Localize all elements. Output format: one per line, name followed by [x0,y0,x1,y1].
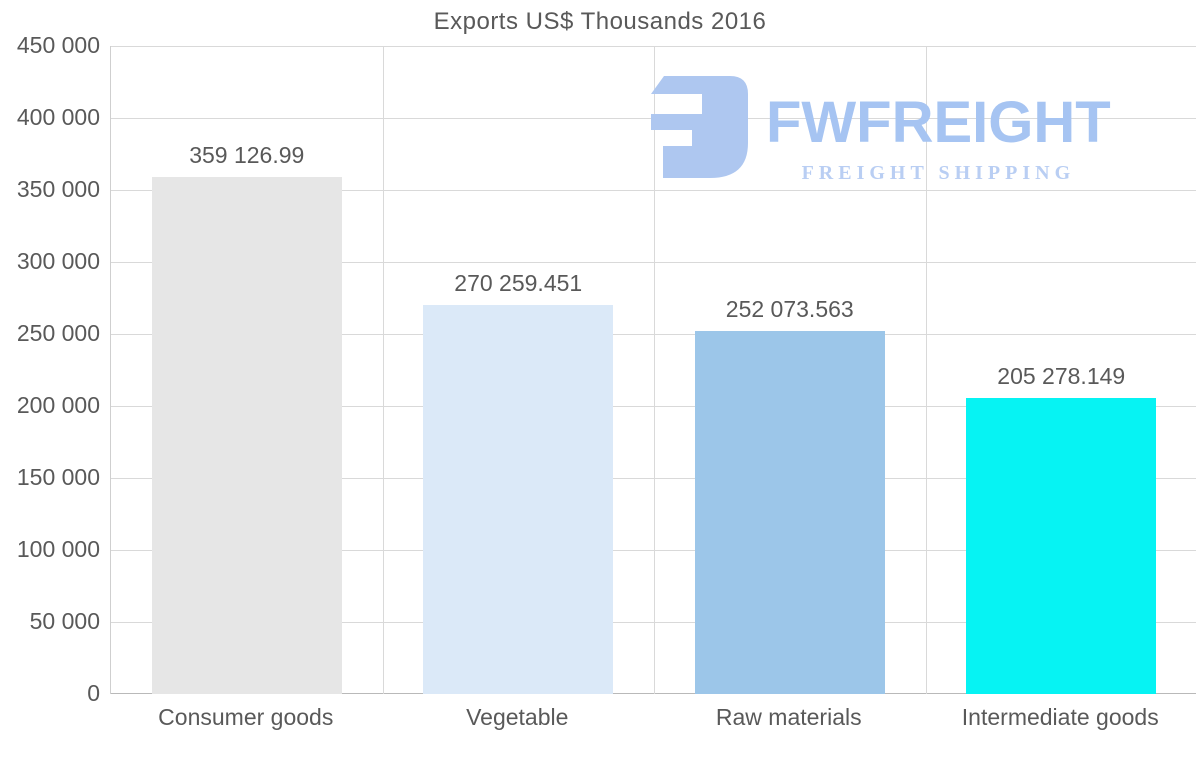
fwfreight-logo-icon [651,76,748,178]
bar-raw-materials [694,331,885,694]
x-tick-label-consumer-goods: Consumer goods [158,704,334,730]
y-tick-label: 100 000 [16,536,100,562]
y-tick-label: 200 000 [16,392,100,418]
y-tick-label: 150 000 [16,464,100,490]
watermark-text: FWFREIGHT FREIGHT SHIPPING [766,66,1111,185]
x-tick-label-vegetable: Vegetable [466,704,569,730]
y-tick-label: 450 000 [16,32,100,58]
h-gridline [111,262,1196,263]
y-tick-label: 350 000 [16,176,100,202]
x-axis: Consumer goods Vegetable Raw materials Inte… [110,700,1196,734]
v-gridline [382,46,384,694]
h-gridline [111,190,1196,191]
y-axis: 0 50 000 100 000 150 000 200 000 250 000 300 0… [0,34,100,705]
x-axis-line [111,693,1196,694]
plot-area: 359 126.99 270 259.451 252 073.563 205 278.… [110,46,1196,694]
watermark-logo: FWFREIGHT FREIGHT SHIPPING [648,66,1111,185]
h-gridline [111,622,1196,623]
h-gridline [111,550,1196,551]
y-tick-label: 0 [87,680,100,706]
y-tick-label: 400 000 [16,104,100,130]
x-tick-label-intermediate-goods: Intermediate goods [961,704,1159,730]
bar-value-label: 359 126.99 [189,141,305,168]
bar-intermediate-goods [966,398,1157,694]
bar-vegetable [423,304,614,694]
bar-value-label: 252 073.563 [725,296,854,323]
v-gridline [925,46,927,694]
y-tick-label: 50 000 [29,608,100,634]
x-tick-label-raw-materials: Raw materials [715,704,862,730]
chart-title: Exports US$ Thousands 2016 [433,8,767,35]
watermark-tagline: FREIGHT SHIPPING [801,162,1076,184]
y-tick-label: 300 000 [16,248,100,274]
v-gridline [654,46,655,694]
y-tick-label: 250 000 [16,320,100,346]
h-gridline [111,46,1196,47]
bar-value-label: 270 259.451 [454,269,583,296]
h-gridline [111,334,1196,335]
h-gridline [111,478,1196,479]
bar-consumer-goods [151,176,342,694]
bar-value-label: 205 278.149 [997,363,1126,390]
h-gridline [111,406,1196,407]
watermark-brand: FWFREIGHT [766,90,1111,155]
